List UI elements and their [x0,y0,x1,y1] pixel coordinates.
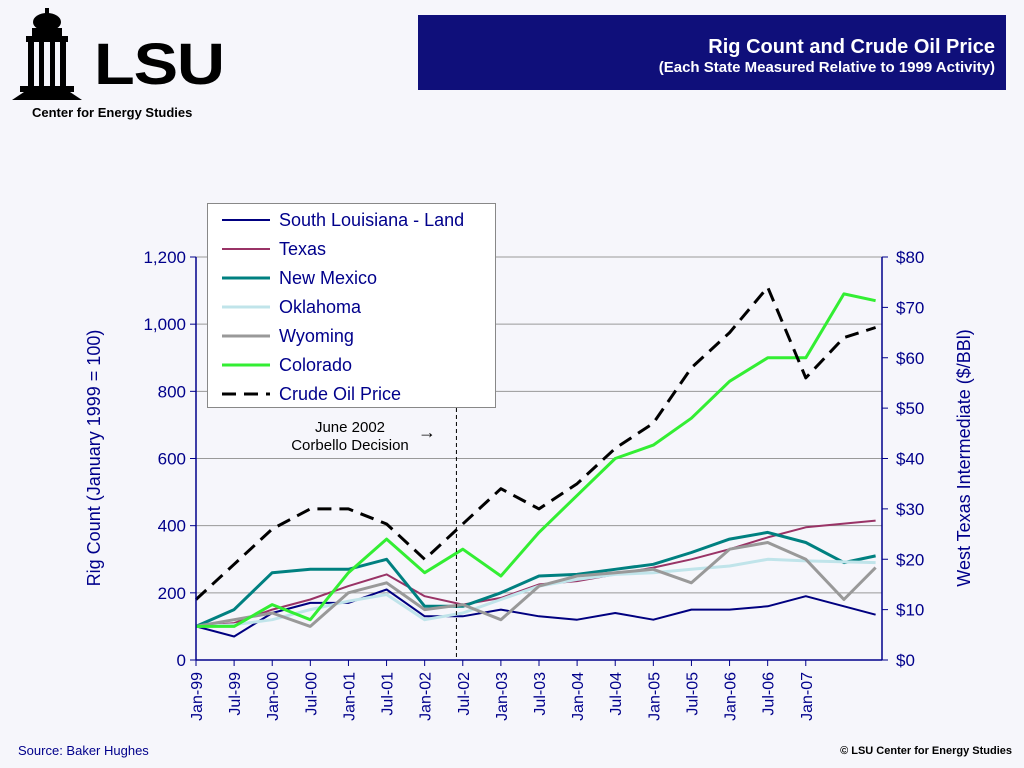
legend-label: New Mexico [279,268,378,288]
axes: 0 200 400 600 800 1,000 1,200 $0 $10 $20 $30 $40 $50… [143,248,924,721]
arrow-right-icon: → [418,422,436,442]
logo-subtitle: Center for Energy Studies [32,105,193,120]
x-tick-label: Jan-06 [723,672,740,721]
series-layer [194,285,877,638]
x-tick-label: Jan-07 [799,672,816,721]
y-axis-label: Rig Count (January 1999 = 100) [84,330,104,587]
legend-swatch [222,334,270,338]
legend-item: Crude Oil Price [208,380,495,409]
campanile-icon [12,8,82,100]
y-tick-label: 1,000 [143,315,186,334]
legend-item: Colorado [208,351,495,380]
x-tick-label: Jan-01 [341,672,358,721]
x-tick-label: Jul-02 [456,672,473,716]
x-tick-label: Jul-04 [608,672,625,716]
y-tick-label: 0 [177,651,186,670]
x-tick-label: Jan-00 [265,672,282,721]
legend-swatch [222,248,270,250]
lsu-logo: LSU Center for Energy Studies [12,8,242,123]
x-tick-label: Jan-03 [494,672,511,721]
series-line-south-louisiana-land [195,588,876,638]
title-banner: Rig Count and Crude Oil Price (Each Stat… [418,15,1006,90]
x-tick-label: Jul-03 [532,672,549,716]
legend-swatch [222,219,270,221]
gridlines [196,256,882,661]
legend-item: South Louisiana - Land [208,206,495,235]
y-tick-label: 600 [158,450,186,469]
x-tick-label: Jan-99 [189,672,206,721]
legend-label: South Louisiana - Land [279,210,465,230]
series-line-wyoming [195,541,877,628]
legend-swatch [222,392,270,396]
legend-swatch [222,276,270,280]
y-tick-label: 400 [158,517,186,536]
y2-tick-label: $20 [896,550,924,569]
series-line-colorado [196,292,876,628]
x-tick-label: Jul-99 [227,672,244,716]
x-tick-label: Jan-02 [418,672,435,721]
legend-item: Oklahoma [208,293,495,322]
legend-item: New Mexico [208,264,495,293]
legend-label: Texas [279,239,327,259]
series-line-oklahoma [195,557,876,628]
y2-tick-label: $60 [896,349,924,368]
y2-tick-label: $10 [896,601,924,620]
source-note: Source: Baker Hughes [18,743,149,758]
y-tick-label: 800 [158,382,186,401]
y2-tick-label: $50 [896,399,924,418]
chart-legend: South Louisiana - Land Texas New Mexico Okl… [207,203,496,408]
chart-title: Rig Count and Crude Oil Price [708,36,995,58]
legend-label: Crude Oil Price [279,384,402,404]
legend-label: Colorado [279,355,353,375]
annotation: June 2002 Corbello Decision [270,419,430,455]
legend-label: Oklahoma [279,297,362,317]
x-tick-label: Jan-05 [646,672,663,721]
copyright-note: © LSU Center for Energy Studies [840,745,1012,757]
y-tick-label: 200 [158,584,186,603]
annotation-line2: Corbello Decision [291,437,409,454]
legend-item: Texas [208,235,495,264]
series-line-new-mexico [195,530,876,628]
y2-tick-label: $80 [896,248,924,267]
x-tick-label: Jul-00 [303,672,320,716]
legend-swatch [222,363,270,367]
x-tick-label: Jul-01 [380,672,397,716]
legend-swatch [222,305,270,309]
y-tick-label: 1,200 [143,248,186,267]
x-tick-label: Jan-04 [570,672,587,721]
series-line-crude-oil-price [194,285,877,601]
y2-axis-label: West Texas Intermediate ($/BBl) [954,329,974,586]
y2-tick-label: $30 [896,500,924,519]
y2-tick-label: $70 [896,298,924,317]
x-tick-label: Jul-06 [761,672,778,716]
y2-tick-label: $0 [896,651,915,670]
x-tick-label: Jul-05 [684,672,701,716]
logo-wordmark: LSU [94,32,225,97]
y2-tick-label: $40 [896,450,924,469]
chart-subtitle: (Each State Measured Relative to 1999 Ac… [658,59,995,76]
legend-label: Wyoming [279,326,354,346]
legend-item: Wyoming [208,322,495,351]
annotation-line1: June 2002 [314,419,386,436]
